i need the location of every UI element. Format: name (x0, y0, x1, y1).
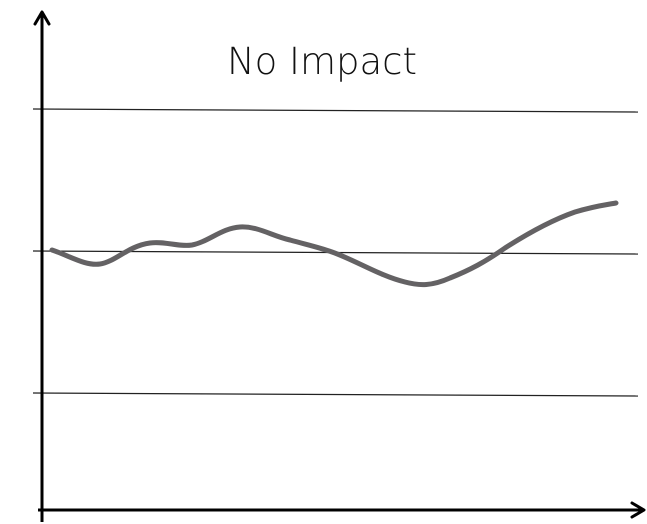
title: No Impact (227, 40, 417, 83)
guide-line (32, 392, 639, 397)
y-axis-arrow (33, 10, 51, 26)
x-axis-arrow (630, 501, 646, 519)
trend-line (49, 200, 619, 288)
guide-line (32, 108, 639, 113)
